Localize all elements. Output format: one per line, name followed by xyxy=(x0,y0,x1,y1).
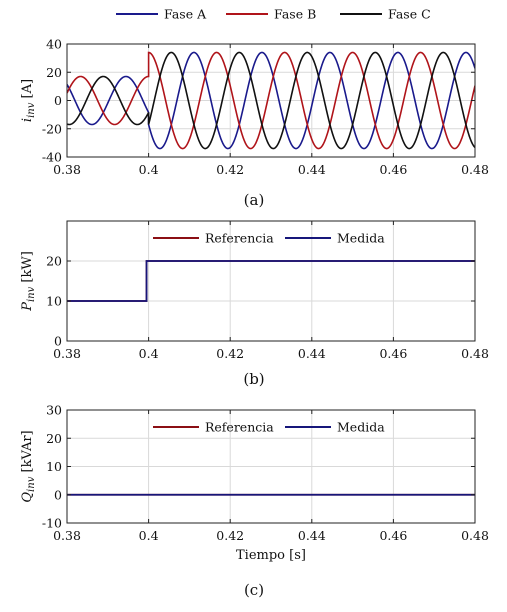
y-tick-label: 30 xyxy=(46,403,62,418)
x-tick-label: 0.46 xyxy=(379,528,407,543)
series-group xyxy=(67,51,475,150)
y-tick-label: -40 xyxy=(42,150,62,165)
x-tick-label: 0.38 xyxy=(53,346,81,361)
x-tick-label: 0.42 xyxy=(216,346,244,361)
x-axis-label: Tiempo [s] xyxy=(236,548,306,563)
x-tick-label: 0.48 xyxy=(461,528,489,543)
chart-panel-a: 0.38 0.4 0.42 0.44 0.46 0.48 -40 -20 0 20 40 iinv [… xyxy=(20,7,489,210)
y-tick-label: 0 xyxy=(54,93,62,108)
y-label-unit: [kW] xyxy=(20,251,35,287)
x-tick-label: 0.42 xyxy=(216,528,244,543)
x-tick-label: 0.44 xyxy=(298,162,326,177)
x-tick-label: 0.46 xyxy=(379,346,407,361)
x-tick-label: 0.46 xyxy=(379,162,407,177)
y-tick-label: 0 xyxy=(54,334,62,349)
y-tick-label: 20 xyxy=(46,431,62,446)
x-tick-label: 0.4 xyxy=(139,528,159,543)
plot-area xyxy=(67,221,475,341)
y-tick-label: 20 xyxy=(46,254,62,269)
series-line-fase-b xyxy=(67,51,475,150)
legend: Referencia Medida xyxy=(153,231,385,246)
x-tick-label: 0.42 xyxy=(216,162,244,177)
y-label-subscript: inv xyxy=(26,476,37,492)
y-tick-label: 0 xyxy=(54,487,62,502)
subplot-caption: (b) xyxy=(243,370,264,388)
chart-panel-b: 0.38 0.4 0.42 0.44 0.46 0.48 0 10 20 Pinv [kW] (b)… xyxy=(20,220,489,388)
y-axis-label: Pinv [kW] xyxy=(20,251,37,312)
legend: Referencia Medida xyxy=(153,420,385,435)
legend-entry: Referencia xyxy=(205,420,274,435)
x-tick-label: 0.48 xyxy=(461,346,489,361)
y-label-symbol: P xyxy=(20,302,35,312)
series-group xyxy=(67,260,475,302)
y-axis-label: Qinv [kVAr] xyxy=(20,430,37,502)
y-label-unit: [A] xyxy=(20,79,35,103)
series-line-fase-c xyxy=(67,51,475,150)
y-label-subscript: inv xyxy=(26,286,37,302)
series-line-medida xyxy=(67,260,475,302)
legend-entry: Medida xyxy=(337,420,385,435)
x-tick-label: 0.4 xyxy=(139,162,159,177)
legend: Fase A Fase B Fase C xyxy=(116,7,431,22)
x-tick-label: 0.38 xyxy=(53,162,81,177)
legend-entry: Fase A xyxy=(164,7,207,22)
chart-panel-c: 0.38 0.4 0.42 0.44 0.46 0.48 -10 0 10 20 30 Qinv [k… xyxy=(20,403,489,600)
legend-entry: Medida xyxy=(337,231,385,246)
y-tick-label: 10 xyxy=(46,294,62,309)
x-tick-label: 0.44 xyxy=(298,346,326,361)
y-tick-label: -10 xyxy=(42,516,62,531)
x-tick-label: 0.4 xyxy=(139,346,159,361)
subplot-caption: (a) xyxy=(244,191,265,209)
y-label-symbol: i xyxy=(20,118,35,122)
y-label-subscript: inv xyxy=(26,102,37,118)
y-tick-label: 40 xyxy=(46,37,62,52)
y-tick-label: 20 xyxy=(46,65,62,80)
legend-entry: Referencia xyxy=(205,231,274,246)
series-line-fase-a xyxy=(67,51,475,150)
legend-entry: Fase C xyxy=(388,7,431,22)
y-label-symbol: Q xyxy=(20,492,35,503)
y-tick-label: -20 xyxy=(42,121,62,136)
y-label-unit: [kVAr] xyxy=(20,430,35,476)
y-axis-label: iinv [A] xyxy=(20,79,37,122)
x-tick-label: 0.44 xyxy=(298,528,326,543)
x-tick-label: 0.48 xyxy=(461,162,489,177)
legend-entry: Fase B xyxy=(274,7,316,22)
x-tick-label: 0.38 xyxy=(53,528,81,543)
subplot-caption: (c) xyxy=(244,581,264,599)
y-tick-label: 10 xyxy=(46,459,62,474)
plot-frame xyxy=(66,220,476,342)
